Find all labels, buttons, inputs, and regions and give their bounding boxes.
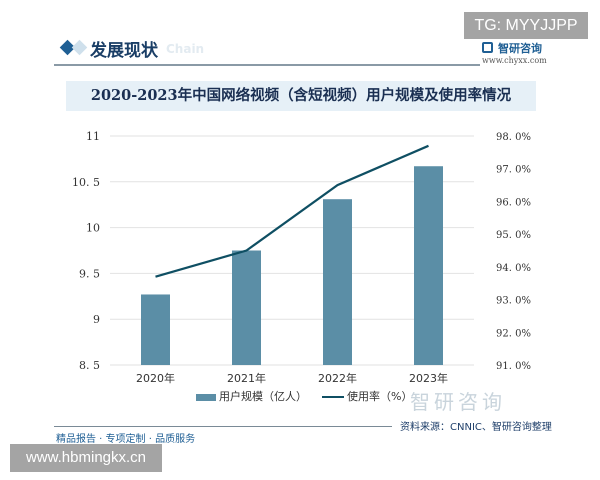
legend-item-rate: 使用率（%）: [322, 388, 412, 404]
site-overlay-badge: www.hbmingkx.cn: [10, 444, 162, 472]
right-axis-tick: 95. 0%: [496, 230, 531, 241]
brand-name: 智研咨询: [498, 42, 542, 55]
bar-users: [414, 166, 443, 365]
line-swatch-icon: [322, 396, 344, 398]
header-divider: [54, 64, 480, 66]
x-axis-label: 2020年: [136, 371, 175, 385]
left-axis-tick: 9. 5: [79, 267, 100, 280]
bar-users: [232, 250, 261, 365]
line-usage-rate: [155, 144, 429, 278]
x-axis-label: 2022年: [318, 371, 357, 385]
brand-url: www.chyxx.com: [482, 56, 547, 65]
x-axis-label: 2023年: [409, 371, 448, 385]
bar-users: [323, 199, 352, 365]
watermark-logo: 智研咨询: [410, 390, 506, 414]
bar-swatch-icon: [196, 393, 216, 401]
footer-divider: [54, 426, 392, 427]
section-ghost-text: Chain: [166, 42, 205, 56]
left-axis-tick: 10: [86, 222, 100, 235]
section-title: 发展现状: [90, 41, 158, 61]
legend-item-users: 用户规模（亿人）: [196, 388, 307, 404]
chart-title-bar: 2020-2023年中国网络视频（含短视频）用户规模及使用率情况: [66, 81, 536, 111]
right-axis-tick: 98. 0%: [496, 132, 531, 143]
legend-label-rate: 使用率（%）: [347, 390, 413, 403]
footer-tagline: 精品报告 · 专项定制 · 品质服务: [56, 434, 196, 445]
right-axis-tick: 93. 0%: [496, 296, 531, 307]
left-axis-tick: 9: [93, 313, 100, 326]
x-axis-label: 2021年: [227, 371, 266, 385]
right-axis-tick: 94. 0%: [496, 263, 531, 274]
left-axis-tick: 8. 5: [79, 359, 100, 372]
left-axis-tick: 10. 5: [72, 176, 100, 189]
right-axis-tick: 97. 0%: [496, 165, 531, 176]
brand-block: 智研咨询 www.chyxx.com: [482, 42, 582, 72]
left-axis-tick: 11: [86, 130, 100, 143]
chart-title: 2020-2023年中国网络视频（含短视频）用户规模及使用率情况: [90, 87, 512, 104]
tg-overlay-badge: TG: MYYJJPP: [464, 12, 588, 39]
section-header: 发展现状 Chain: [54, 36, 534, 64]
brand-logo-icon: [482, 42, 493, 53]
right-axis-tick: 96. 0%: [496, 197, 531, 208]
right-axis-tick: 92. 0%: [496, 328, 531, 339]
legend-label-users: 用户规模（亿人）: [219, 390, 307, 403]
data-source: 资料来源：CNNIC、智研咨询整理: [400, 422, 552, 433]
right-axis-tick: 91. 0%: [496, 361, 531, 372]
bar-users: [141, 294, 170, 365]
